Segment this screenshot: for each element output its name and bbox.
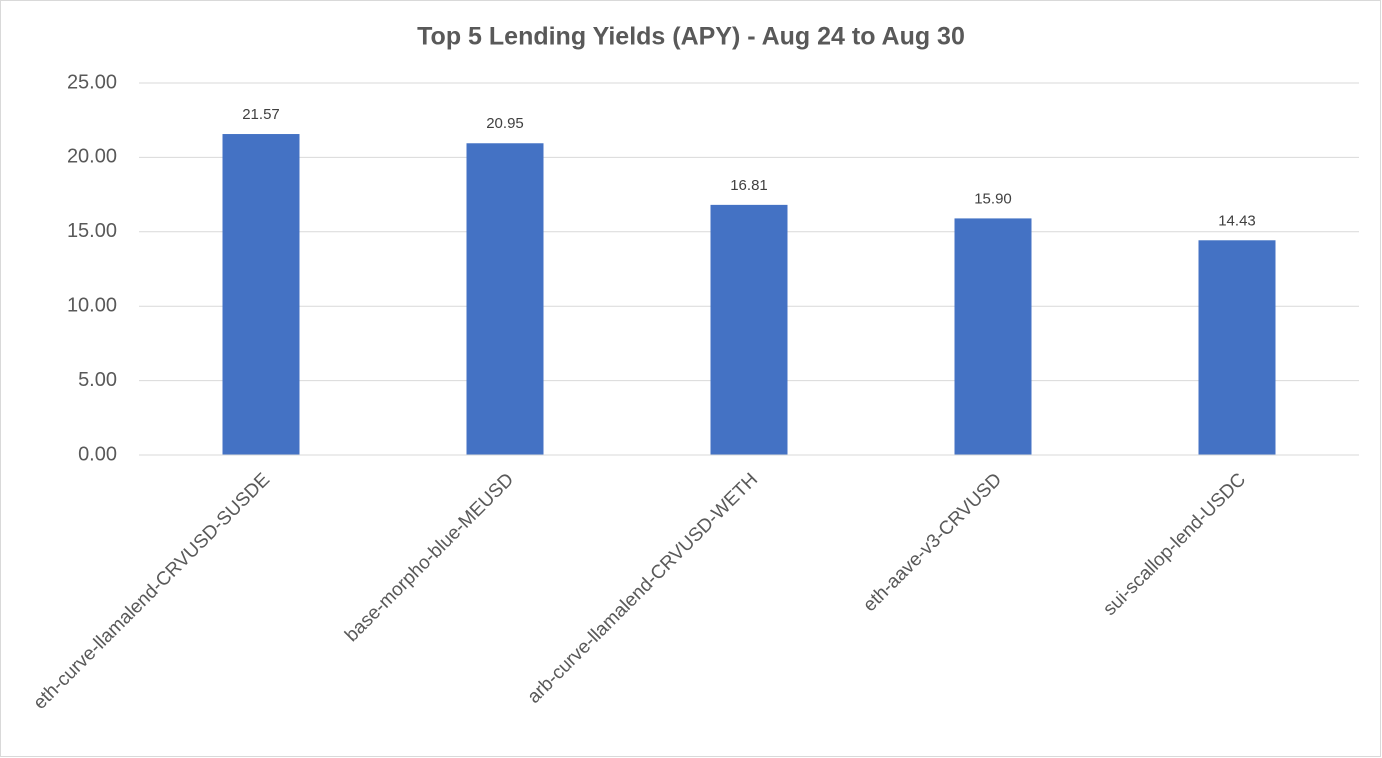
value-label: 15.90 (974, 190, 1012, 207)
value-label: 14.43 (1218, 212, 1256, 229)
y-tick-label: 20.00 (67, 146, 117, 168)
bar (954, 218, 1032, 455)
bar (222, 134, 300, 456)
y-tick-label: 25.00 (67, 71, 117, 93)
y-tick-label: 15.00 (67, 220, 117, 242)
bar (466, 143, 544, 455)
chart-title: Top 5 Lending Yields (APY) - Aug 24 to A… (417, 23, 965, 51)
value-label: 21.57 (242, 106, 280, 123)
bar (710, 204, 788, 455)
value-label: 16.81 (730, 177, 768, 194)
bar (1198, 240, 1276, 455)
y-tick-label: 0.00 (78, 443, 117, 465)
y-tick-label: 10.00 (67, 294, 117, 316)
value-label: 20.95 (486, 115, 524, 132)
y-tick-label: 5.00 (78, 369, 117, 391)
